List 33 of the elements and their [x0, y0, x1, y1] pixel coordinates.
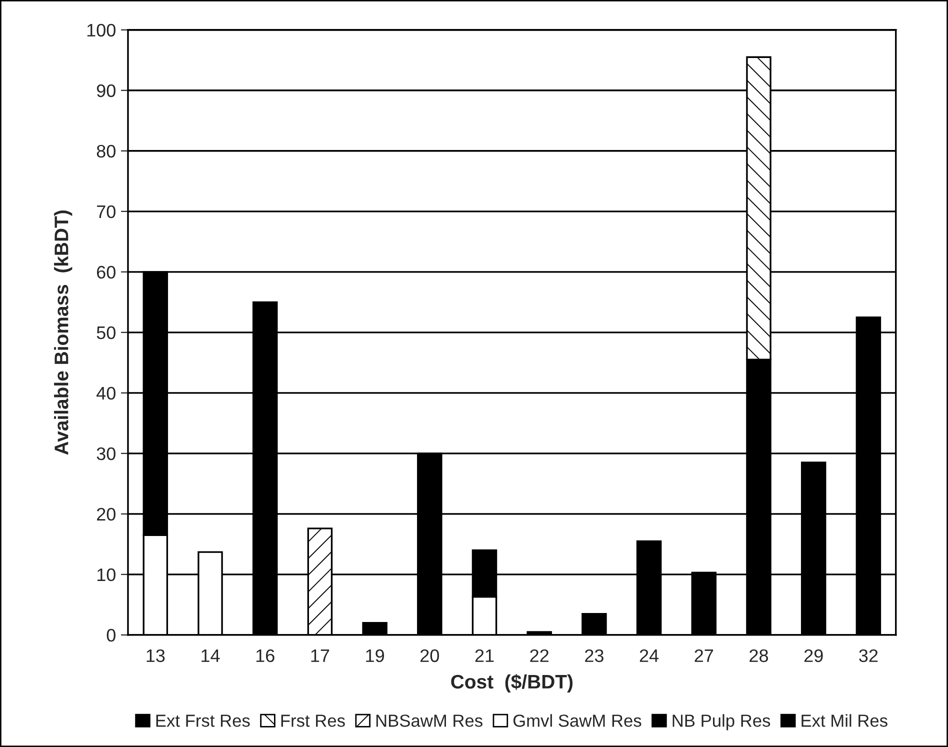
y-tick-label: 0	[106, 628, 116, 642]
legend-label: Ext Frst Res	[156, 714, 250, 727]
y-tick-label: 40	[96, 386, 116, 400]
x-axis-title: Cost ($/BDT)	[451, 674, 573, 692]
x-tick-label: 19	[366, 649, 384, 662]
x-tick-label: 14	[202, 650, 220, 662]
x-tick-label: 13	[146, 649, 165, 662]
y-tick-label: 90	[96, 84, 116, 98]
y-tick-label: 50	[96, 326, 116, 340]
x-tick-label: 28	[750, 649, 768, 662]
x-tick-label: 22	[530, 649, 548, 662]
y-tick-label: 10	[97, 568, 116, 582]
legend-label: Gmvl SawM Res	[513, 714, 642, 727]
x-tick-label: 17	[311, 650, 330, 662]
x-tick-label: 24	[640, 649, 659, 662]
y-tick-label: 80	[96, 144, 116, 158]
y-tick-label: 30	[96, 447, 116, 460]
x-tick-label: 16	[256, 649, 274, 662]
x-tick-label: 27	[694, 649, 714, 662]
legend-label: NB Pulp Res	[672, 714, 770, 730]
y-tick-label: 20	[97, 508, 116, 521]
legend-label: NBSawM Res	[376, 714, 482, 727]
x-tick-label: 20	[420, 649, 439, 662]
x-tick-label: 23	[585, 649, 604, 662]
legend-label: Frst Res	[281, 714, 345, 727]
x-tick-label: 29	[804, 649, 823, 662]
y-axis-title: Available Biomass (kBDT)	[54, 210, 72, 455]
y-tick-label: 70	[97, 205, 116, 218]
legend-label: Ext Mil Res	[802, 714, 888, 727]
y-tick-label: 100	[87, 24, 116, 37]
x-tick-label: 21	[475, 649, 494, 662]
x-tick-label: 32	[859, 649, 878, 662]
y-tick-label: 60	[97, 266, 116, 279]
